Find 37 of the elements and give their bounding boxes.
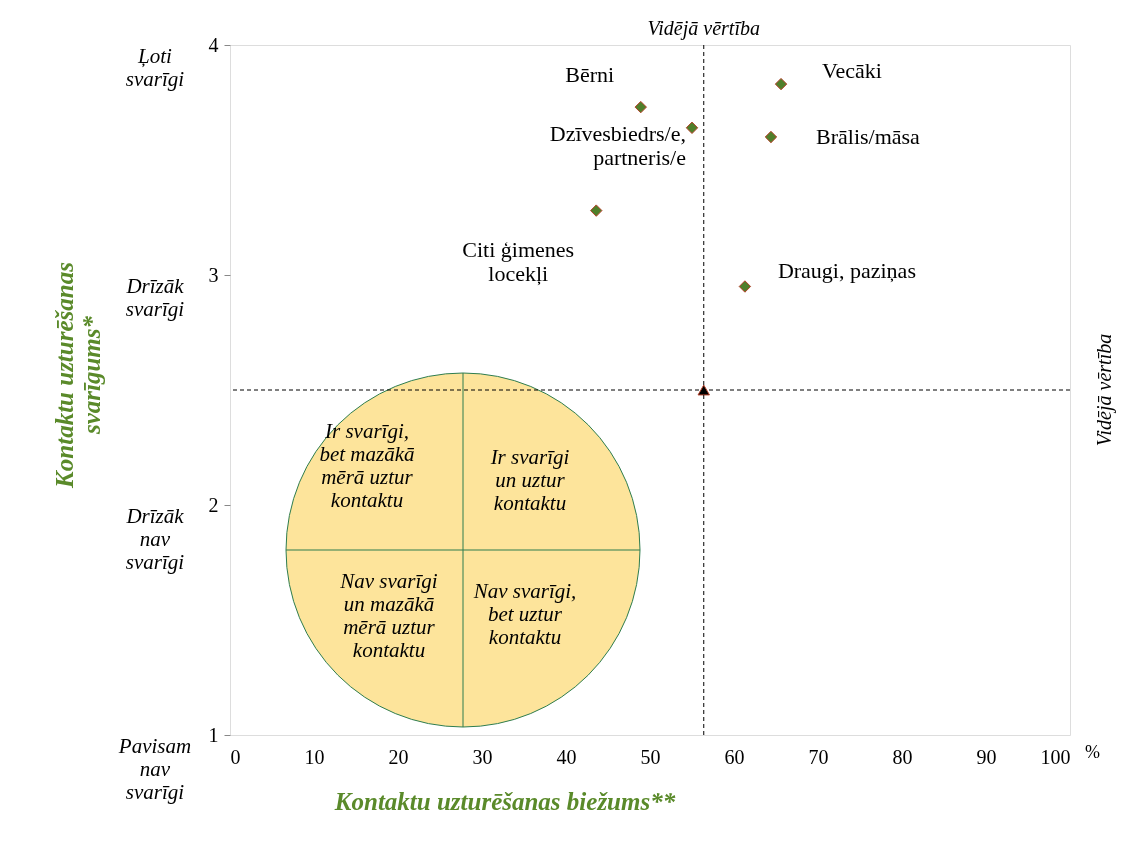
- point: [590, 204, 603, 217]
- x-tick-label: 50: [640, 745, 661, 768]
- text: Drīzāk nav svarīgi: [125, 504, 185, 574]
- x-tick-label: 40: [556, 745, 577, 768]
- series-label: Vecāki: [822, 58, 882, 84]
- ref-line-label: Vidējā vērtība: [647, 17, 760, 40]
- x-tick-label: 70: [808, 745, 829, 768]
- text: Ļoti svarīgi: [125, 44, 185, 91]
- point: [774, 77, 788, 91]
- point: [764, 130, 778, 144]
- ref-line-label: Vidējā vērtība: [1093, 333, 1116, 447]
- text: %: [1085, 742, 1100, 762]
- x-tick-label: 30: [472, 745, 493, 768]
- y-tick-label: 3: [208, 263, 219, 286]
- series-label: Brālis/māsa: [816, 124, 921, 149]
- y-tick-label: 2: [208, 493, 219, 516]
- text: Pavisam nav svarīgi: [117, 734, 192, 804]
- x-tick-label: 60: [724, 745, 745, 768]
- point: [634, 100, 647, 114]
- x-tick-label: 90: [976, 745, 997, 768]
- series-label: Bērni: [565, 62, 615, 88]
- x-axis-title: Kontaktu uzturēšanas biežums**: [333, 788, 676, 815]
- series-label: Draugi, paziņas: [777, 257, 916, 283]
- point: [697, 384, 710, 396]
- x-tick-label: 10: [304, 745, 325, 768]
- point: [685, 121, 699, 134]
- series-label: Citi ģimenes locekļi: [462, 236, 575, 286]
- text: Drīzāk svarīgi: [125, 274, 185, 321]
- point: [738, 280, 752, 293]
- x-tick-label: 80: [892, 745, 913, 768]
- x-tick-label: 0: [230, 745, 241, 768]
- series-label: Dzīvesbiedrs/e, partneris/e: [549, 120, 686, 170]
- y-tick-label: 1: [208, 723, 219, 746]
- y-axis-title: Kontaktu uzturēšanas svarīgums*: [51, 262, 105, 489]
- y-tick-label: 4: [208, 33, 219, 56]
- x-tick-label: 100: [1040, 745, 1071, 768]
- x-tick-label: 20: [388, 745, 409, 768]
